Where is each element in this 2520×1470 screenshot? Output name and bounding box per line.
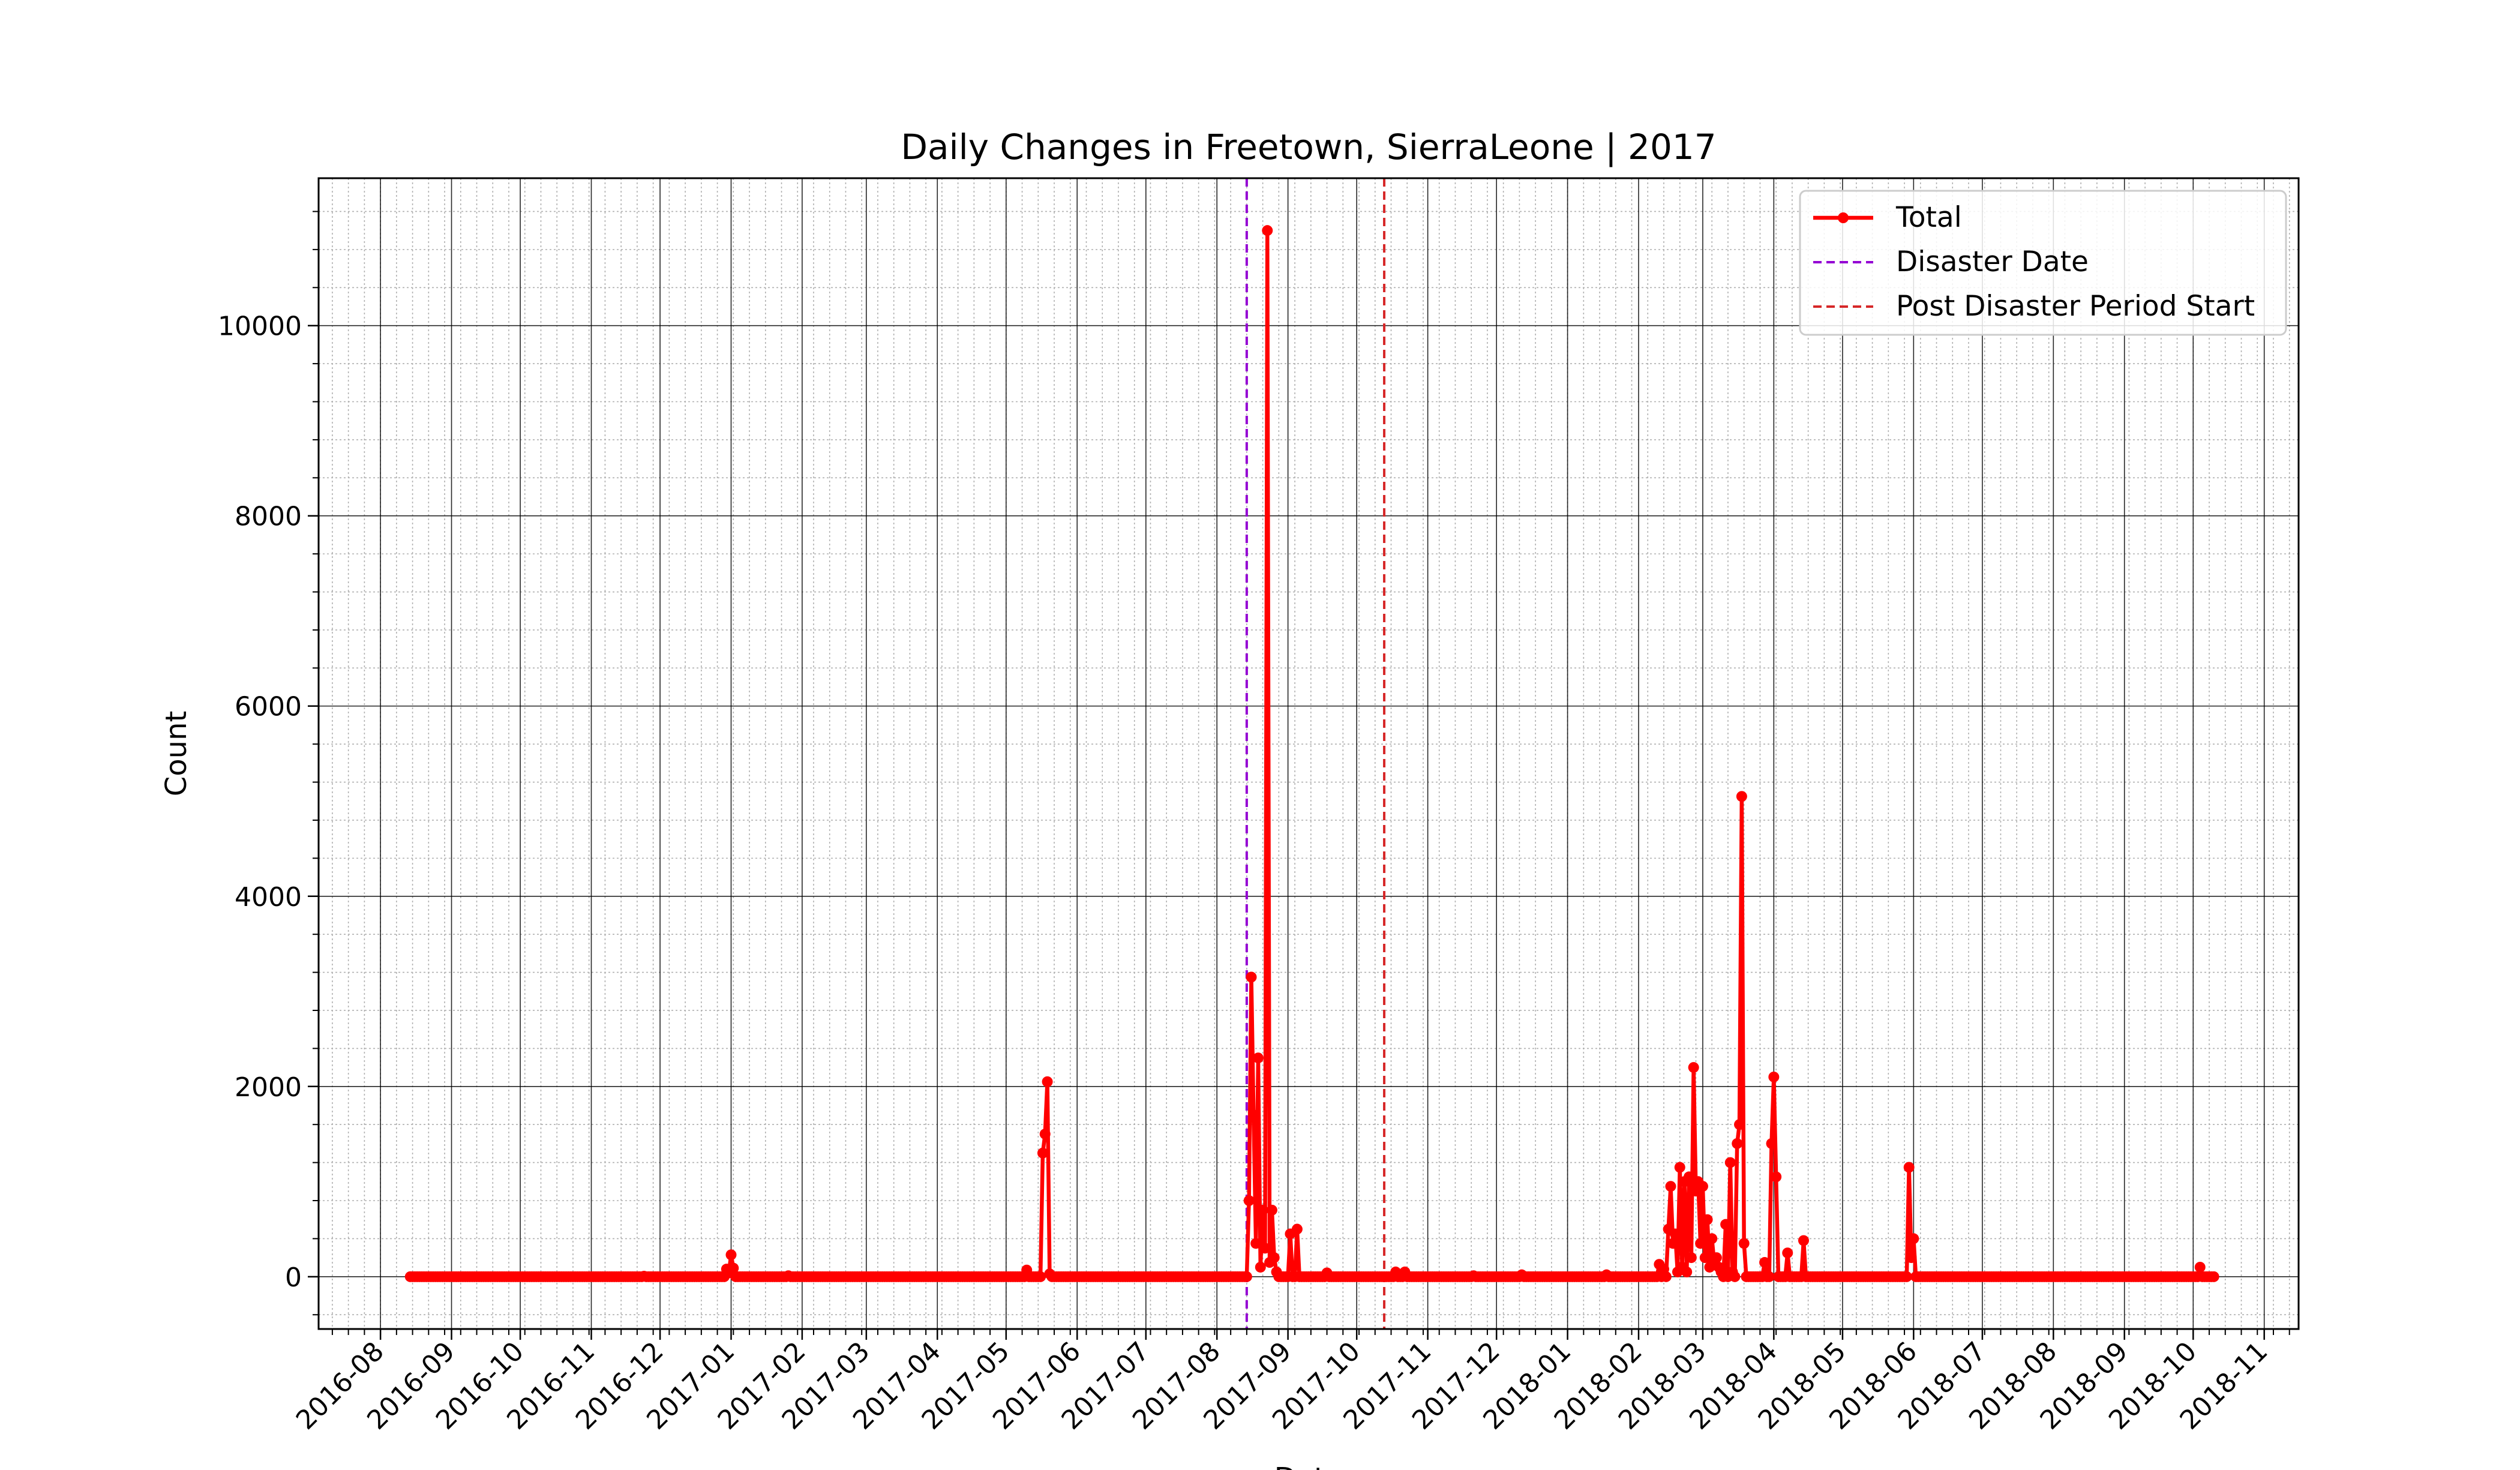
data-point <box>1706 1233 1718 1244</box>
data-point <box>1039 1129 1051 1140</box>
data-point <box>1248 1109 1259 1121</box>
legend-label-total: Total <box>1895 201 1962 234</box>
y-tick-label: 2000 <box>235 1072 302 1103</box>
data-point <box>1684 1171 1695 1183</box>
data-point <box>1702 1214 1713 1225</box>
y-tick-label: 10000 <box>218 311 302 342</box>
data-point <box>1729 1271 1741 1282</box>
data-point <box>2208 1271 2219 1282</box>
data-point <box>1257 1204 1268 1216</box>
data-point <box>1763 1271 1775 1282</box>
legend-box <box>1799 190 2287 336</box>
data-point <box>1252 1052 1264 1064</box>
data-point <box>2194 1261 2206 1273</box>
data-point <box>1685 1252 1697 1264</box>
data-point <box>1768 1071 1780 1082</box>
data-point <box>1798 1235 1809 1246</box>
y-tick-label: 4000 <box>235 882 302 913</box>
data-point <box>1250 1238 1262 1249</box>
data-point <box>1042 1076 1053 1087</box>
data-point <box>1736 791 1747 802</box>
data-point <box>1255 1261 1266 1273</box>
data-point <box>1268 1252 1280 1264</box>
data-point <box>1903 1162 1915 1173</box>
data-point <box>1906 1252 1917 1264</box>
legend: Total Disaster Date Post Disaster Period… <box>1799 190 2287 336</box>
data-point <box>1724 1157 1736 1168</box>
y-tick-label: 0 <box>285 1262 302 1293</box>
major-grid <box>319 178 2299 1329</box>
y-axis-label: Count <box>160 711 193 797</box>
data-point <box>1711 1252 1722 1264</box>
data-point <box>1246 971 1257 983</box>
y-axis: 0 2000 4000 6000 8000 10000 <box>218 211 319 1316</box>
data-point <box>1908 1233 1919 1244</box>
data-point <box>1697 1181 1708 1192</box>
chart-title: Daily Changes in Freetown, SierraLeone |… <box>901 127 1716 167</box>
data-point <box>728 1262 739 1274</box>
x-axis-label: Date <box>1274 1462 1343 1470</box>
data-point <box>1695 1238 1706 1249</box>
data-point <box>1035 1271 1046 1282</box>
data-point <box>1766 1138 1777 1149</box>
reference-lines <box>1245 178 1386 1329</box>
data-point <box>1660 1271 1672 1282</box>
y-tick-label: 6000 <box>235 692 302 722</box>
data-point <box>1674 1162 1685 1173</box>
data-point <box>1759 1257 1771 1268</box>
data-point <box>1681 1266 1693 1277</box>
data-point <box>1266 1204 1277 1216</box>
data-point <box>1738 1238 1750 1249</box>
data-point <box>1291 1223 1303 1235</box>
data-point <box>1243 1195 1255 1207</box>
data-point <box>1734 1119 1745 1130</box>
data-point <box>1732 1138 1743 1149</box>
data-point <box>1688 1062 1699 1073</box>
data-point <box>1667 1238 1679 1249</box>
data-point <box>1699 1252 1711 1264</box>
legend-marker-total <box>1838 212 1849 223</box>
data-point <box>1782 1247 1793 1259</box>
y-tick-label: 8000 <box>235 502 302 532</box>
data-point <box>1665 1181 1676 1192</box>
legend-label-disaster: Disaster Date <box>1896 245 2089 278</box>
data-point <box>1901 1271 1912 1282</box>
series-markers <box>404 225 2219 1282</box>
data-point <box>1720 1219 1732 1230</box>
data-point <box>1670 1228 1681 1240</box>
plot-frame <box>317 177 2300 1330</box>
data-point <box>725 1249 737 1261</box>
data-point <box>1262 225 1273 236</box>
data-point <box>1037 1147 1048 1159</box>
plot-data <box>404 225 2219 1282</box>
data-point <box>1241 1271 1252 1282</box>
data-point <box>1259 1243 1271 1254</box>
legend-label-post: Post Disaster Period Start <box>1896 290 2255 323</box>
data-point <box>1771 1171 1782 1183</box>
